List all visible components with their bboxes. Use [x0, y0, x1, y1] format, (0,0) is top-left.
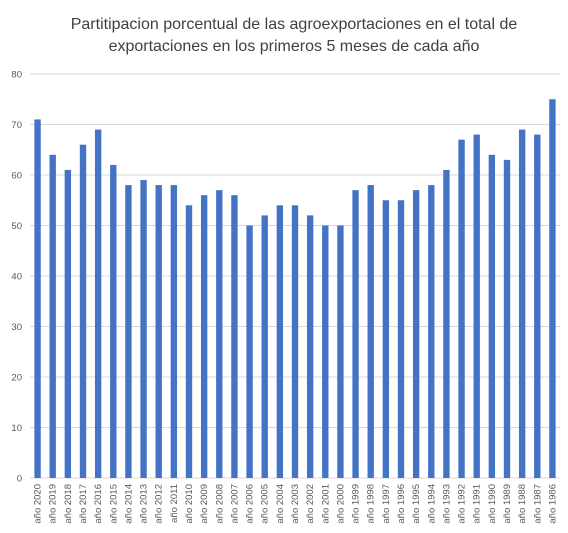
bar-año-1987: [534, 134, 541, 478]
x-tick-label: año 2018: [63, 484, 74, 524]
y-tick-label: 60: [11, 171, 22, 182]
bar-año-2013: [140, 180, 147, 479]
bar-año-2003: [291, 205, 299, 479]
x-tick-label: año 1993: [441, 484, 452, 524]
bar-año-2016: [94, 129, 102, 479]
bar-año-1994: [428, 185, 435, 478]
x-tick-label: año 2020: [33, 484, 44, 524]
bar-año-2010: [185, 205, 193, 479]
y-tick-label: 10: [11, 423, 22, 434]
x-tick-label: año 2003: [290, 484, 301, 524]
bar-año-2009: [200, 195, 208, 478]
bar-año-2006: [246, 225, 253, 478]
bar-año-2014: [125, 185, 132, 478]
bars: [34, 99, 556, 479]
bar-año-1998: [367, 185, 374, 478]
bar-año-1988: [518, 129, 526, 479]
x-tick-label: año 2002: [305, 484, 316, 524]
bar-año-1993: [443, 169, 450, 478]
bar-año-2011: [170, 185, 178, 478]
x-tick-label: año 2008: [214, 484, 225, 524]
x-tick-label: año 2001: [320, 484, 331, 524]
bar-año-2001: [322, 225, 329, 478]
x-tick-label: año 1995: [411, 484, 422, 524]
x-tick-label: año 1986: [547, 484, 558, 524]
bar-año-2018: [64, 169, 72, 478]
bar-año-2005: [261, 215, 268, 478]
x-tick-label: año 2011: [169, 484, 180, 523]
x-tick-label: año 2012: [154, 484, 165, 524]
x-tick-label: año 2016: [93, 484, 104, 524]
x-tick-label: año 2000: [335, 484, 346, 524]
bar-año-2017: [79, 144, 87, 478]
y-tick-label: 30: [11, 322, 22, 333]
x-tick-label: año 1989: [502, 484, 513, 524]
bar-año-1991: [473, 134, 480, 478]
chart-title: Partitipacion porcentual de las agroexpo…: [20, 14, 568, 58]
x-tick-label: año 1988: [517, 484, 528, 524]
bar-año-2004: [276, 205, 284, 479]
y-tick-label: 0: [17, 474, 22, 485]
bar-año-1999: [352, 190, 359, 478]
x-tick-label: año 2009: [199, 484, 210, 524]
x-tick-label: año 2014: [123, 484, 134, 524]
y-tick-label: 20: [11, 373, 22, 384]
bar-año-2020: [34, 119, 41, 478]
bar-año-1995: [412, 190, 420, 478]
bar-año-1996: [397, 200, 405, 478]
bar-año-2008: [216, 190, 223, 478]
x-tick-label: año 1996: [396, 484, 407, 524]
x-tick-label: año 1994: [426, 484, 437, 524]
x-tick-label: año 1992: [457, 484, 468, 524]
x-tick-label: año 2013: [139, 484, 150, 524]
x-axis-labels: año 2020 año 2019 año 2018 año 2017 año 2016…: [33, 484, 559, 524]
bar-año-2007: [231, 195, 238, 478]
x-tick-label: año 2006: [245, 484, 256, 524]
bar-año-1992: [458, 139, 465, 478]
gridlines: [30, 73, 560, 479]
x-tick-label: año 1990: [487, 484, 498, 524]
bar-año-1989: [503, 159, 511, 478]
y-tick-label: 70: [11, 120, 22, 131]
bar-año-2012: [155, 185, 162, 478]
x-tick-label: año 1991: [472, 484, 483, 524]
y-tick-label: 80: [11, 70, 22, 81]
y-axis-ticks: 0 10 20 30 40 50 60 70 80: [11, 70, 22, 485]
bar-año-1986: [549, 99, 556, 478]
y-tick-label: 40: [11, 272, 22, 283]
x-tick-label: año 2019: [48, 484, 59, 524]
x-tick-label: año 2005: [260, 484, 271, 524]
bar-año-1997: [382, 200, 390, 478]
bar-año-2002: [306, 215, 314, 478]
chart-title-line-2: exportaciones en los primeros 5 meses de…: [108, 38, 480, 55]
x-tick-label: año 1998: [366, 484, 377, 524]
x-tick-label: año 1997: [381, 484, 392, 524]
x-tick-label: año 1987: [532, 484, 543, 524]
bar-año-2000: [337, 225, 344, 478]
x-tick-label: año 2010: [184, 484, 195, 524]
x-tick-label: año 2015: [108, 484, 119, 524]
x-tick-label: año 1999: [351, 484, 362, 524]
x-tick-label: año 2004: [275, 484, 286, 524]
bar-año-2019: [49, 154, 56, 479]
chart-title-line-1: Partitipacion porcentual de las agroexpo…: [70, 16, 518, 33]
bar-año-1990: [488, 154, 496, 479]
bar-año-2015: [110, 164, 117, 478]
x-tick-label: año 2017: [78, 484, 89, 524]
x-tick-label: año 2007: [229, 484, 240, 524]
y-tick-label: 50: [11, 221, 22, 232]
